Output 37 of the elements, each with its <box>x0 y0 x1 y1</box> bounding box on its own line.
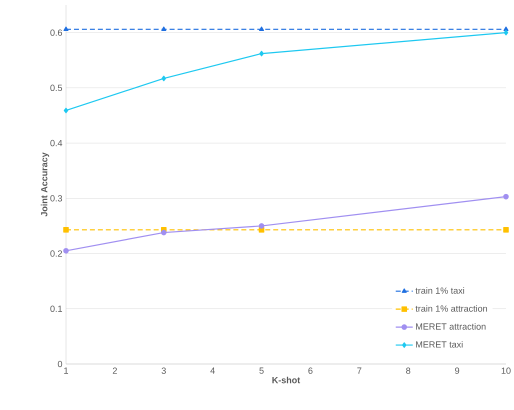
x-tick-label: 4 <box>210 368 215 374</box>
point <box>63 248 69 254</box>
x-tick-label: 2 <box>112 368 117 374</box>
legend-label: MERET attraction <box>416 323 486 330</box>
x-tick-label: 3 <box>162 368 166 374</box>
x-tick-label: 7 <box>357 368 362 374</box>
y-axis-title: Joint Accuracy <box>40 152 50 217</box>
point <box>64 108 68 114</box>
x-tick-label: 8 <box>406 368 410 374</box>
point <box>503 26 508 31</box>
x-tick-label: 6 <box>308 368 313 374</box>
y-tick-label: 0.2 <box>50 250 62 257</box>
point <box>504 30 508 36</box>
point <box>160 230 167 236</box>
y-tick-label: 0.1 <box>50 306 62 312</box>
legend-label: train 1% taxi <box>415 287 464 294</box>
point <box>63 227 69 233</box>
x-tick-label: 10 <box>502 368 511 374</box>
y-tick-label: 0.3 <box>50 195 62 202</box>
x-tick-label: 1 <box>64 368 68 374</box>
point <box>503 194 509 200</box>
y-tick-label: 0.6 <box>50 29 62 36</box>
point <box>258 223 264 229</box>
x-tick-label: 9 <box>455 368 460 374</box>
point <box>161 26 166 31</box>
legend-label: train 1% attraction <box>415 305 488 312</box>
x-tick-label: 5 <box>259 368 264 374</box>
point <box>64 26 68 31</box>
point <box>503 227 509 233</box>
x-axis-title: K-shot <box>272 376 300 384</box>
point <box>259 50 264 56</box>
point <box>162 76 166 82</box>
legend-label: MERET taxi <box>416 341 463 348</box>
point <box>259 26 264 31</box>
y-tick-label: 0.4 <box>50 140 62 146</box>
y-tick-label: 0 <box>58 360 62 368</box>
y-tick-label: 0.5 <box>50 84 62 92</box>
